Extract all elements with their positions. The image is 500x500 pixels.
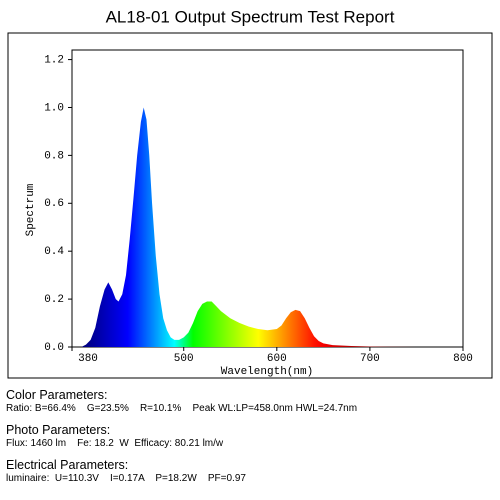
chart: AL18-01 Output Spectrum Test Report Wave… xyxy=(7,7,493,379)
section-line: Ratio: B=66.4% G=23.5% R=10.1% Peak WL:L… xyxy=(6,403,358,414)
y-tick-label: 0.8 xyxy=(44,150,64,162)
y-tick-label: 0.4 xyxy=(44,246,64,258)
y-tick-label: 1.0 xyxy=(44,102,64,114)
section-heading: Photo Parameters: xyxy=(6,423,111,437)
x-tick-label: 600 xyxy=(267,353,287,365)
y-tick-label: 0.0 xyxy=(44,342,64,354)
chart-frame xyxy=(7,32,493,379)
report-section: Photo Parameters: Flux: 1460 lm Fe: 18.2 … xyxy=(6,423,223,449)
y-axis-label: Spectrum xyxy=(25,183,37,236)
spectrum-area xyxy=(72,107,463,347)
y-tick-label: 1.2 xyxy=(44,54,64,66)
section-line: luminaire: U=110.3V I=0.17A P=18.2W PF=0… xyxy=(6,473,246,484)
chart-title: AL18-01 Output Spectrum Test Report xyxy=(106,7,395,26)
y-tick-label: 0.2 xyxy=(44,294,64,306)
x-tick-label: 380 xyxy=(78,353,98,365)
y-tick-label: 0.6 xyxy=(44,198,64,210)
report-section: Color Parameters: Ratio: B=66.4% G=23.5% … xyxy=(6,388,357,414)
section-heading: Electrical Parameters: xyxy=(6,458,129,472)
report-section: Electrical Parameters: luminaire: U=110.3… xyxy=(6,458,246,484)
x-tick-label: 700 xyxy=(360,353,380,365)
x-tick-label: 800 xyxy=(453,353,473,365)
section-line: Flux: 1460 lm Fe: 18.2 W Efficacy: 80.21… xyxy=(6,438,224,449)
section-heading: Color Parameters: xyxy=(6,388,108,402)
x-axis-label: Wavelength(nm) xyxy=(221,366,313,378)
x-tick-label: 500 xyxy=(174,353,194,365)
